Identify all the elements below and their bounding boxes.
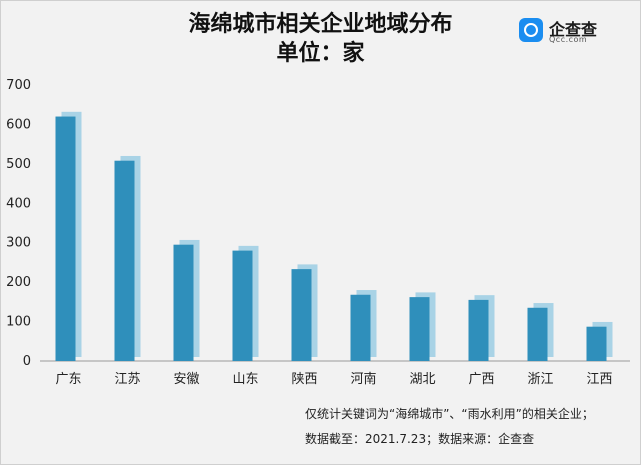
x-tick-label: 浙江 (527, 372, 553, 387)
y-tick-label: 0 (23, 354, 31, 369)
bar (527, 307, 548, 361)
bar (291, 269, 312, 361)
bar (173, 244, 194, 361)
x-tick-label: 陕西 (291, 372, 317, 387)
y-tick-label: 300 (6, 236, 31, 251)
brand-domain: Qcc.com (549, 35, 588, 44)
bar (468, 299, 489, 361)
y-tick-label: 200 (6, 275, 31, 290)
x-tick-label: 湖北 (409, 372, 435, 387)
x-tick-label: 河南 (350, 371, 376, 387)
bar (114, 160, 135, 361)
x-tick-label: 广东 (55, 372, 81, 387)
search-icon (519, 18, 543, 42)
chart-title: 海绵城市相关企业地域分布 (188, 12, 453, 37)
brand-name: 企查查 (549, 20, 598, 39)
bar (55, 116, 76, 362)
bar (350, 294, 371, 361)
brand-logo: 企查查 Qcc.com (519, 16, 601, 46)
x-tick-label: 江苏 (114, 371, 140, 387)
bar (232, 250, 253, 361)
bar (586, 326, 607, 361)
x-tick-label: 安徽 (173, 372, 199, 387)
footnote: 仅统计关键词为“海绵城市”、“雨水利用”的相关企业； (305, 407, 594, 421)
y-tick-label: 700 (6, 78, 31, 93)
data-source: 数据截至：2021.7.23；数据来源：企查查 (305, 432, 535, 446)
x-tick-label: 广西 (468, 372, 494, 387)
x-tick-label: 江西 (586, 372, 612, 387)
y-tick-label: 100 (6, 315, 31, 330)
y-tick-label: 500 (6, 157, 31, 172)
y-tick-label: 400 (6, 196, 31, 211)
x-tick-label: 山东 (232, 372, 258, 387)
y-tick-label: 600 (6, 117, 31, 132)
chart-subtitle: 单位：家 (276, 41, 365, 66)
bar (409, 297, 430, 361)
